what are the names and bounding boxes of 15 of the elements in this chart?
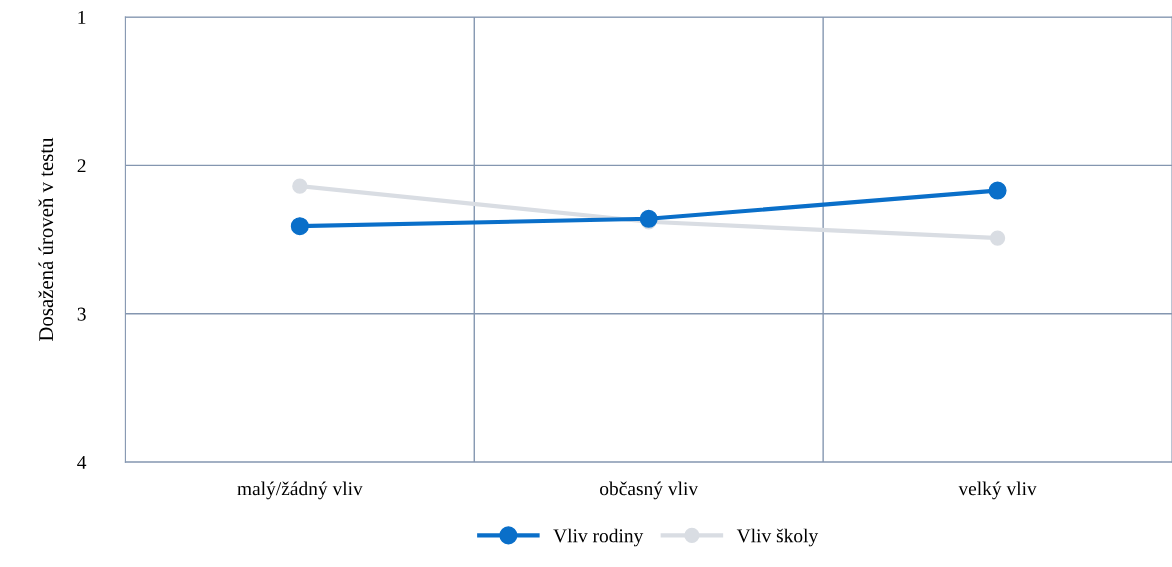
y-tick-label: 2 — [77, 159, 86, 173]
x-tick-label: občasný vliv — [600, 481, 699, 500]
y-tick-label: 4 — [77, 456, 87, 469]
point — [290, 217, 309, 236]
x-tick-label: velký vliv — [958, 481, 1037, 500]
point — [639, 209, 658, 228]
legend-label: Vliv školy — [736, 528, 819, 547]
point — [988, 181, 1007, 200]
y-tick-label: 1 — [78, 10, 86, 24]
legend-label: Vliv rodiny — [553, 528, 644, 547]
y-tick-label: 3 — [77, 307, 86, 321]
point — [989, 230, 1006, 246]
x-tick-label: malý/žádný vliv — [237, 481, 363, 500]
point — [292, 178, 308, 194]
y-axis-title: Dosažená úroveň v testu — [38, 137, 54, 342]
